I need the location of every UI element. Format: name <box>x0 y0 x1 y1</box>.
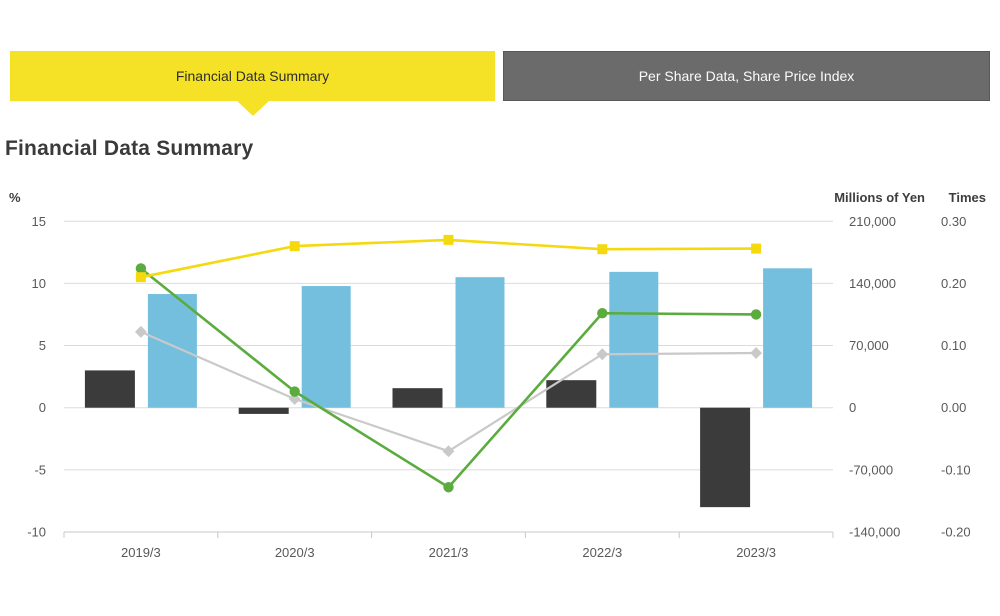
active-tab-pointer-icon <box>236 101 269 116</box>
times-axis-tick-label: 0.30 <box>941 214 966 229</box>
dark-gray-bars-bar[interactable] <box>392 388 443 408</box>
green-line-marker[interactable] <box>443 482 454 493</box>
x-axis-label: 2019/3 <box>121 545 161 560</box>
times-axis-tick-label: 0.20 <box>941 276 966 291</box>
yen-axis-unit-label: Millions of Yen <box>834 190 925 205</box>
yen-axis-tick-label: 140,000 <box>849 276 896 291</box>
percent-axis-unit-label: % <box>9 190 21 205</box>
times-axis-unit-label: Times <box>948 190 986 205</box>
percent-axis-tick-label: -10 <box>27 525 46 540</box>
blue-bars-bar[interactable] <box>301 286 351 408</box>
times-axis-tick-label: -0.20 <box>941 525 971 540</box>
green-line-marker[interactable] <box>750 309 762 320</box>
dark-gray-bars-bar[interactable] <box>84 370 135 408</box>
yellow-line-marker[interactable] <box>597 244 608 255</box>
page-title: Financial Data Summary <box>5 137 254 160</box>
percent-axis-tick-label: 15 <box>32 214 46 229</box>
x-axis-label: 2022/3 <box>582 545 622 560</box>
yellow-line-marker[interactable] <box>443 234 454 245</box>
gray-line <box>139 330 758 453</box>
green-line-marker[interactable] <box>597 308 608 319</box>
percent-axis-tick-label: 0 <box>39 400 46 415</box>
dark-gray-bars-bar[interactable] <box>700 407 751 508</box>
tab-financial-data-summary[interactable]: Financial Data Summary <box>10 51 495 116</box>
x-axis-label: 2020/3 <box>275 545 315 560</box>
gray-line-marker[interactable] <box>750 347 763 359</box>
times-axis-tick-label: -0.10 <box>941 462 971 477</box>
blue-bars-bar[interactable] <box>147 294 197 408</box>
times-axis-tick-label: 0.00 <box>941 400 966 415</box>
gray-line-marker[interactable] <box>442 445 455 458</box>
yellow-line-marker[interactable] <box>135 272 146 283</box>
percent-axis-tick-label: 5 <box>39 338 46 353</box>
yen-axis-tick-label: 0 <box>849 400 856 415</box>
green-line-marker[interactable] <box>135 263 147 274</box>
tab-per-share-data-label: Per Share Data, Share Price Index <box>638 68 855 84</box>
yen-axis-tick-label: 210,000 <box>849 214 896 229</box>
yellow-line-marker[interactable] <box>751 243 762 254</box>
gray-line-marker[interactable] <box>134 325 147 338</box>
x-axis-label: 2023/3 <box>736 545 776 560</box>
blue-bars-bar[interactable] <box>609 271 659 408</box>
yen-axis-tick-label: -140,000 <box>849 525 900 540</box>
dark-gray-bars-bar[interactable] <box>238 407 289 414</box>
blue-bars-bar[interactable] <box>763 268 813 408</box>
green-line-marker[interactable] <box>289 386 300 397</box>
gray-line-marker[interactable] <box>288 393 301 405</box>
x-axis-label: 2021/3 <box>429 545 469 560</box>
gray-line-marker[interactable] <box>596 348 609 361</box>
tab-per-share-data[interactable]: Per Share Data, Share Price Index <box>503 51 990 101</box>
yen-axis-tick-label: -70,000 <box>849 462 893 477</box>
yen-axis-tick-label: 70,000 <box>849 338 889 353</box>
yellow-line-marker[interactable] <box>289 241 300 252</box>
times-axis-tick-label: 0.10 <box>941 338 966 353</box>
percent-axis-tick-label: -5 <box>34 462 46 477</box>
tab-financial-data-summary-label: Financial Data Summary <box>175 68 330 84</box>
percent-axis-tick-label: 10 <box>32 276 46 291</box>
yellow-line <box>139 238 758 279</box>
blue-bars-bar[interactable] <box>455 277 505 408</box>
